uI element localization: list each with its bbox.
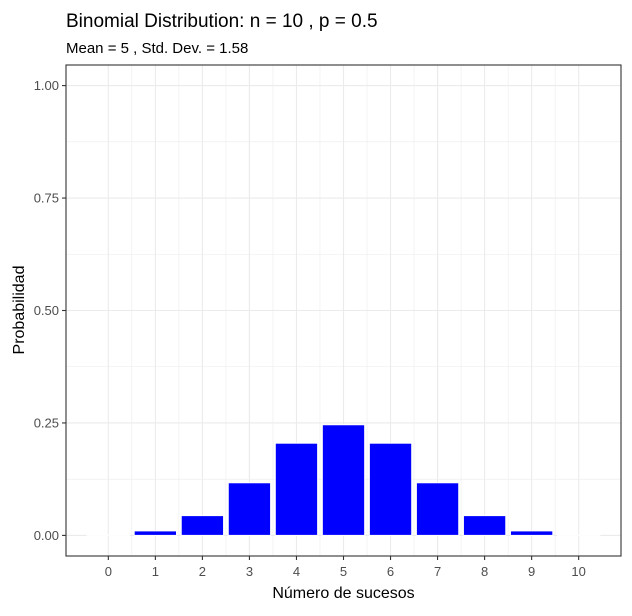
- bar-8: [463, 516, 505, 536]
- y-axis-title: Probabilidad: [11, 266, 28, 355]
- y-tick-label: 0.00: [34, 528, 59, 543]
- x-tick-label: 6: [387, 564, 394, 579]
- bar-3: [228, 483, 270, 536]
- y-tick-label: 0.75: [34, 191, 59, 206]
- y-tick-label: 0.50: [34, 303, 59, 318]
- chart-title: Binomial Distribution: n = 10 , p = 0.5: [66, 11, 378, 32]
- x-tick-label: 10: [571, 564, 585, 579]
- chart-subtitle: Mean = 5 , Std. Dev. = 1.58: [66, 40, 248, 57]
- bar-6: [369, 443, 411, 535]
- bar-1: [134, 531, 176, 535]
- x-tick-label: 8: [481, 564, 488, 579]
- bar-9: [510, 531, 552, 535]
- x-tick-label: 0: [105, 564, 112, 579]
- x-axis-title: Número de sucesos: [272, 585, 414, 602]
- y-axis: 0.00 0.25 0.50 0.75 1.00: [34, 78, 66, 543]
- y-tick-label: 1.00: [34, 78, 59, 93]
- x-tick-label: 2: [199, 564, 206, 579]
- x-tick-label: 4: [293, 564, 300, 579]
- x-tick-label: 5: [340, 564, 347, 579]
- x-tick-label: 1: [152, 564, 159, 579]
- bar-4: [275, 443, 317, 535]
- x-axis: 0 1 2 3 4 5 6 7 8 9 10: [105, 556, 586, 579]
- x-tick-label: 9: [528, 564, 535, 579]
- bar-7: [416, 483, 458, 536]
- y-tick-label: 0.25: [34, 415, 59, 430]
- bar-2: [181, 516, 223, 536]
- x-tick-label: 3: [246, 564, 253, 579]
- bar-5: [322, 425, 364, 536]
- bars: [87, 425, 600, 536]
- x-tick-label: 7: [434, 564, 441, 579]
